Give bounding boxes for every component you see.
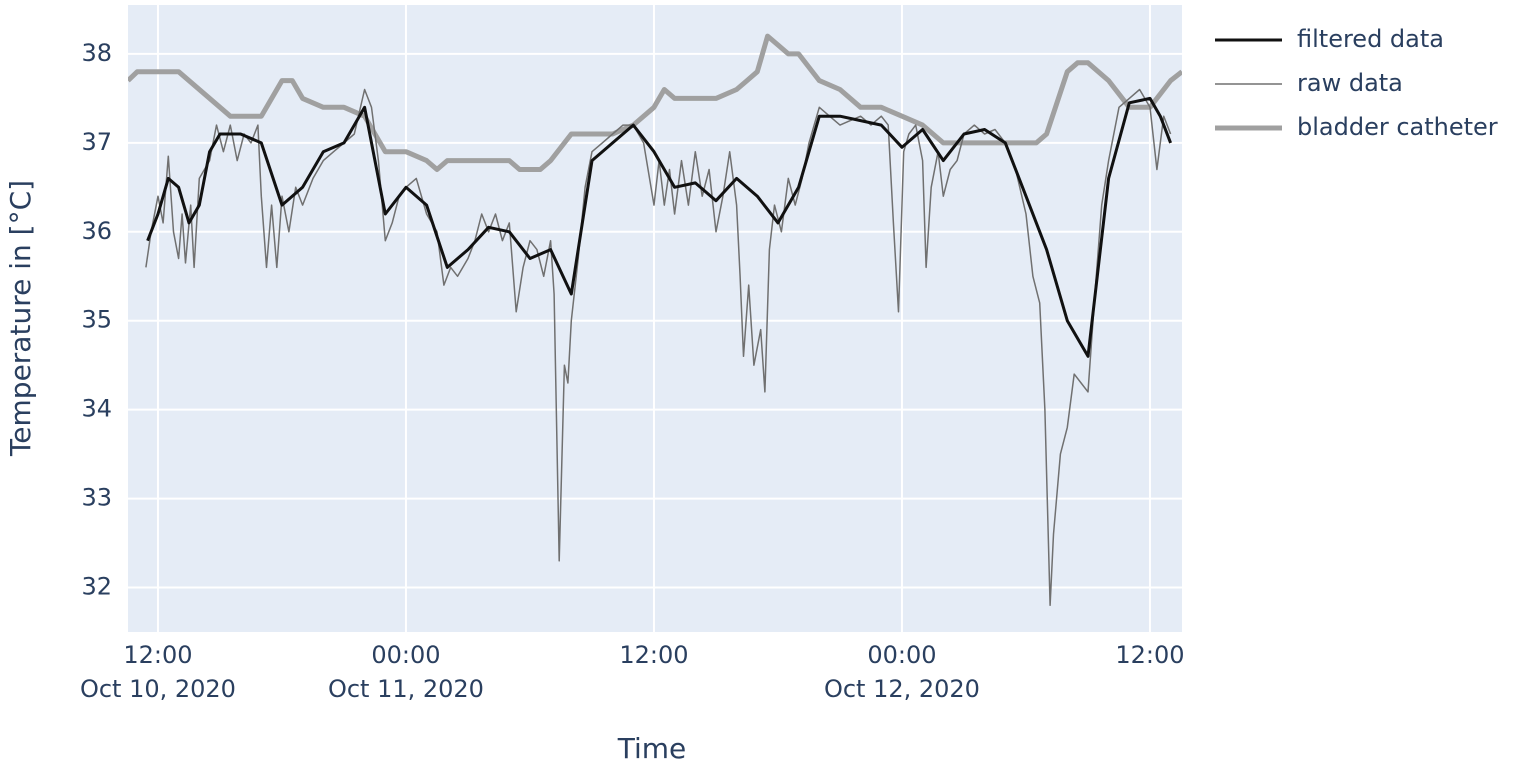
y-tick-label: 33	[81, 484, 112, 512]
y-tick-label: 38	[81, 39, 112, 67]
legend-label: raw data	[1297, 69, 1403, 97]
y-tick-label: 36	[81, 217, 112, 245]
x-tick-label: 12:00	[619, 641, 688, 669]
x-tick-label: 00:00	[371, 641, 440, 669]
x-tick-label: Oct 12, 2020	[824, 675, 980, 703]
x-tick-label: Oct 11, 2020	[328, 675, 484, 703]
x-tick-label: 12:00	[1115, 641, 1184, 669]
y-axis-title: Temperature in [°C]	[4, 180, 37, 457]
y-tick-label: 32	[81, 573, 112, 601]
x-axis-title: Time	[617, 732, 687, 765]
data-line	[146, 96, 1172, 358]
x-tick-label: 00:00	[867, 641, 936, 669]
y-tick-label: 34	[81, 395, 112, 423]
y-tick-label: 35	[81, 306, 112, 334]
legend-label: bladder catheter	[1297, 113, 1498, 141]
legend-label: filtered data	[1297, 25, 1444, 53]
plot-area	[128, 5, 1182, 632]
x-tick-label: Oct 10, 2020	[80, 675, 236, 703]
x-tick-label: 12:00	[123, 641, 192, 669]
y-tick-label: 37	[81, 128, 112, 156]
data-line	[128, 33, 1182, 172]
